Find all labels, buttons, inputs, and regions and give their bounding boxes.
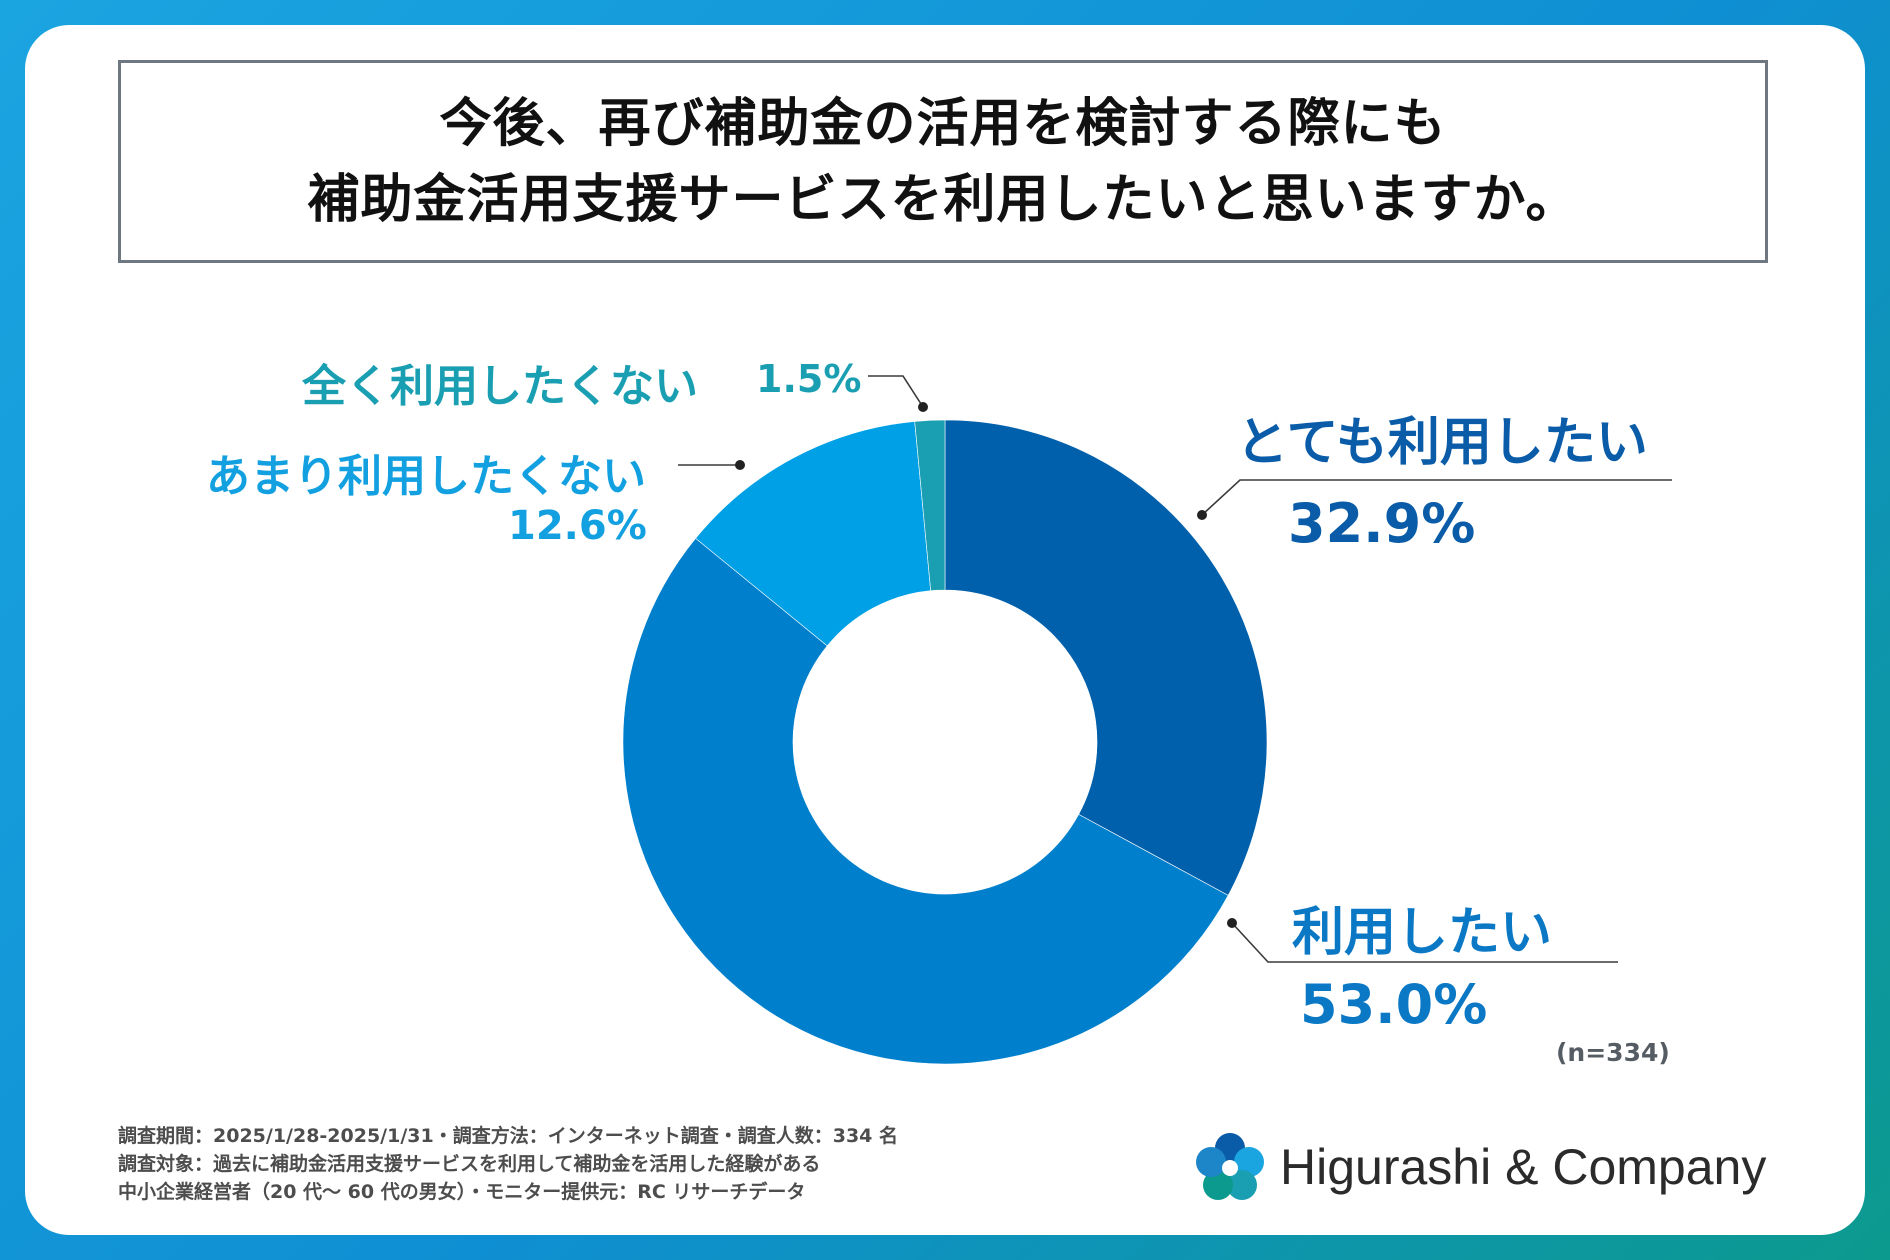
leader-dot-2 xyxy=(735,460,745,470)
leader-line-1 xyxy=(1231,922,1618,963)
leader-dot-1 xyxy=(1227,918,1237,928)
leader-dot-0 xyxy=(1197,510,1207,520)
slice-value-0: 32.9% xyxy=(1288,492,1476,555)
donut-slice-3 xyxy=(914,419,946,592)
slice-value-2: 12.6% xyxy=(508,503,647,549)
slice-label-2: あまり利用したくない xyxy=(206,451,646,502)
title-line-1: 今後、再び補助金の活用を検討する際にも xyxy=(439,93,1447,154)
donut-slice-1 xyxy=(622,537,1229,1065)
slice-value-3: 1.5% xyxy=(756,357,862,401)
slice-label-1: 利用したい xyxy=(1292,903,1553,963)
leader-line-3 xyxy=(868,375,924,408)
title-line-2: 補助金活用支援サービスを利用したいと思いますか。 xyxy=(307,169,1579,230)
slice-label-0: とても利用したい xyxy=(1236,413,1648,473)
flower-logo-icon xyxy=(1196,1133,1264,1200)
company-logo: Higurashi & Company xyxy=(1190,1128,1770,1208)
logo-text: Higurashi & Company xyxy=(1280,1139,1767,1195)
leader-line-0 xyxy=(1201,479,1672,516)
donut-slice-0 xyxy=(944,419,1268,896)
footnote-line-3: 中小企業経営者（20 代～ 60 代の男女）・モニター提供元：RC リサーチデー… xyxy=(118,1181,806,1203)
sample-size-note: (n=334) xyxy=(1556,1038,1670,1067)
footnote-line-1: 調査期間：2025/1/28-2025/1/31・調査方法：インターネット調査・… xyxy=(118,1125,899,1147)
survey-footnote: 調査期間：2025/1/28-2025/1/31・調査方法：インターネット調査・… xyxy=(118,1122,898,1206)
slice-value-1: 53.0% xyxy=(1300,973,1488,1036)
footnote-line-2: 調査対象：過去に補助金活用支援サービスを利用して補助金を活用した経験がある xyxy=(118,1153,821,1175)
title-box: 今後、再び補助金の活用を検討する際にも 補助金活用支援サービスを利用したいと思い… xyxy=(118,60,1768,263)
slice-label-3: 全く利用したくない xyxy=(302,361,698,412)
leader-dot-3 xyxy=(918,402,928,412)
donut-slice-2 xyxy=(695,421,932,647)
